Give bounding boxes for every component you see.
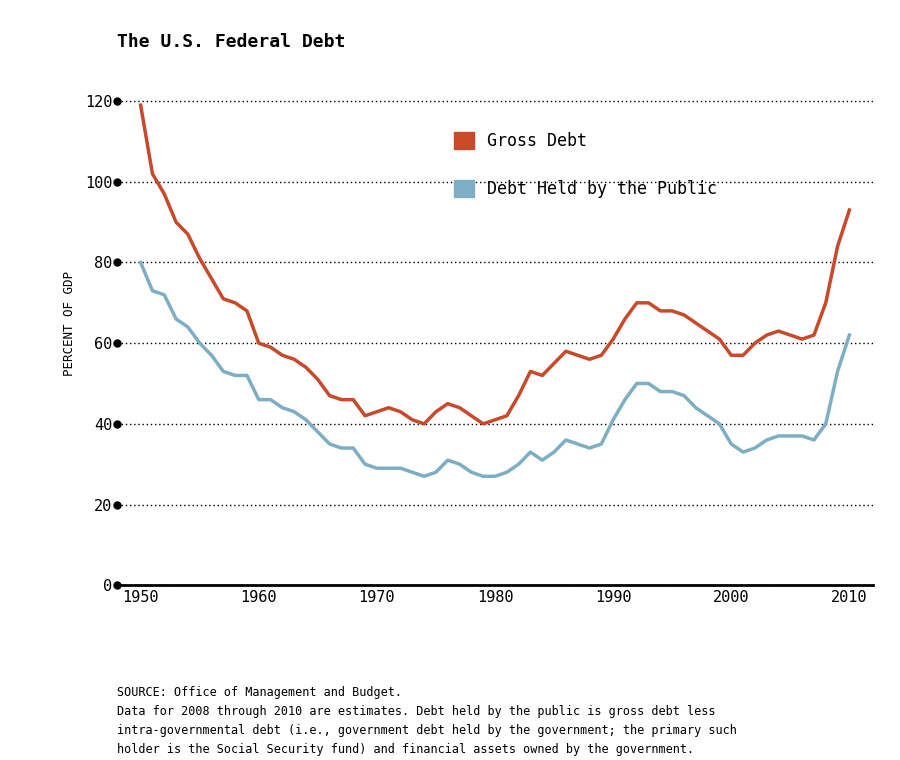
Text: SOURCE: Office of Management and Budget.
Data for 2008 through 2010 are estimate: SOURCE: Office of Management and Budget.… (117, 686, 737, 756)
Legend: Gross Debt, Debt Held by the Public: Gross Debt, Debt Held by the Public (454, 132, 717, 198)
Text: The U.S. Federal Debt: The U.S. Federal Debt (117, 33, 346, 51)
Y-axis label: PERCENT OF GDP: PERCENT OF GDP (63, 271, 76, 375)
